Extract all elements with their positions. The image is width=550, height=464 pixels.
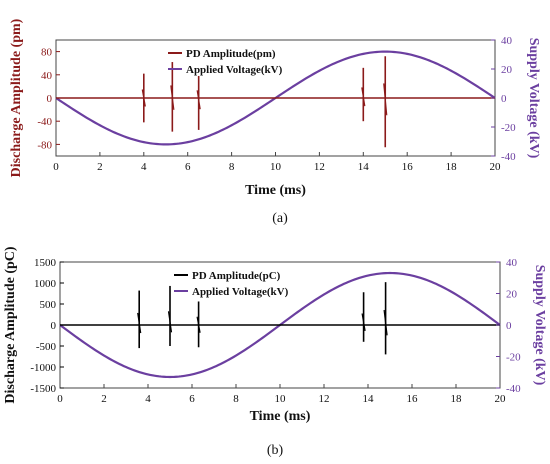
x-tick-label: 14 [363, 393, 375, 405]
y-right-tick-label: 40 [501, 35, 513, 47]
pd-pulse-cluster [361, 313, 366, 331]
x-tick-label: 6 [189, 393, 195, 405]
pd-pulse-cluster [167, 311, 173, 333]
y-axis-label-right: Supply Voltage (kV) [526, 38, 541, 159]
x-tick-label: 16 [402, 161, 414, 173]
y-right-tick-label: 20 [506, 289, 518, 301]
y-right-tick-label: -40 [501, 151, 516, 163]
legend: PD Amplitude(pm) Applied Voltage(kV) [168, 48, 283, 76]
x-axis-label: Time (ms) [245, 183, 306, 198]
x-tick-label: 12 [314, 161, 325, 173]
pd-pulse-cluster [170, 85, 175, 110]
x-tick-label: 8 [229, 161, 235, 173]
x-tick-label: 10 [270, 161, 282, 173]
y-tick-label: 500 [40, 299, 57, 311]
panel-label: (b) [267, 443, 284, 458]
left-y-ticks: -80 -40 0 40 80 [37, 47, 60, 151]
chart-panel-b: 0 2 4 6 8 10 12 14 16 18 20 -1500 -1000 -500 0 500 1000… [3, 246, 547, 458]
x-tick-label: 2 [97, 161, 103, 173]
pd-pulse-cluster [361, 87, 366, 107]
x-tick-label: 16 [407, 393, 419, 405]
legend-label-pd: PD Amplitude(pC) [192, 270, 281, 282]
pd-pulse-cluster [141, 89, 146, 107]
y-axis-label: Discharge Amplitude (pm) [9, 18, 24, 177]
legend-label-pd: PD Amplitude(pm) [186, 48, 276, 60]
y-right-tick-label: 0 [501, 93, 507, 105]
x-tick-label: 0 [53, 161, 59, 173]
x-tick-label: 2 [101, 393, 107, 405]
y-axis-label: Discharge Amplitude (pC) [3, 246, 18, 403]
y-tick-label: -1500 [30, 383, 56, 395]
y-tick-label: 1000 [34, 278, 57, 290]
y-axis-label-right: Supply Voltage (kV) [532, 265, 547, 386]
x-tick-label: 18 [451, 393, 463, 405]
pd-series [56, 56, 495, 148]
pd-pulse-cluster [383, 83, 388, 116]
legend: PD Amplitude(pC) Applied Voltage(kV) [174, 270, 289, 298]
left-y-ticks: -1500 -1000 -500 0 500 1000 1500 [30, 257, 64, 395]
y-tick-label: 80 [41, 47, 53, 59]
x-tick-label: 12 [319, 393, 330, 405]
x-tick-label: 20 [495, 393, 507, 405]
y-tick-label: -1000 [30, 362, 56, 374]
pd-pulse-cluster [383, 309, 388, 336]
x-ticks: 0 2 4 6 8 10 12 14 16 18 20 [57, 384, 506, 405]
y-tick-label: 0 [51, 320, 57, 332]
panel-label: (a) [272, 211, 288, 226]
x-tick-label: 4 [141, 161, 147, 173]
pd-pulse-cluster [137, 312, 142, 334]
y-right-tick-label: -20 [501, 122, 516, 134]
right-y-ticks: -40 -20 0 20 40 [491, 35, 516, 163]
x-tick-label: 18 [446, 161, 458, 173]
chart-panel-a: 0 2 4 6 8 10 12 14 16 18 20 -80 -40 0 40 80 -40 -20 0 20 4… [9, 18, 541, 226]
y-tick-label: 40 [41, 70, 53, 82]
x-ticks: 0 2 4 6 8 10 12 14 16 18 20 [53, 152, 501, 173]
x-tick-label: 6 [185, 161, 191, 173]
y-right-tick-label: 20 [501, 64, 513, 76]
y-tick-label: 0 [47, 93, 53, 105]
y-right-tick-label: 40 [506, 257, 518, 269]
right-y-ticks: -40 -20 0 20 40 [496, 257, 521, 395]
pd-pulse-cluster [196, 316, 201, 333]
y-tick-label: -80 [37, 139, 52, 151]
x-tick-label: 4 [145, 393, 151, 405]
pd-pulse-cluster [196, 90, 201, 110]
x-tick-label: 0 [57, 393, 63, 405]
pd-series [60, 282, 500, 355]
legend-label-voltage: Applied Voltage(kV) [192, 286, 289, 298]
y-tick-label: 1500 [34, 257, 57, 269]
y-right-tick-label: 0 [506, 320, 512, 332]
x-tick-label: 10 [275, 393, 287, 405]
y-right-tick-label: -40 [506, 383, 521, 395]
x-tick-label: 14 [358, 161, 370, 173]
y-right-tick-label: -20 [506, 352, 521, 364]
x-tick-label: 8 [233, 393, 239, 405]
y-tick-label: -40 [37, 116, 52, 128]
x-axis-label: Time (ms) [250, 409, 311, 424]
x-tick-label: 20 [490, 161, 502, 173]
y-tick-label: -500 [36, 341, 57, 353]
legend-label-voltage: Applied Voltage(kV) [186, 64, 283, 76]
